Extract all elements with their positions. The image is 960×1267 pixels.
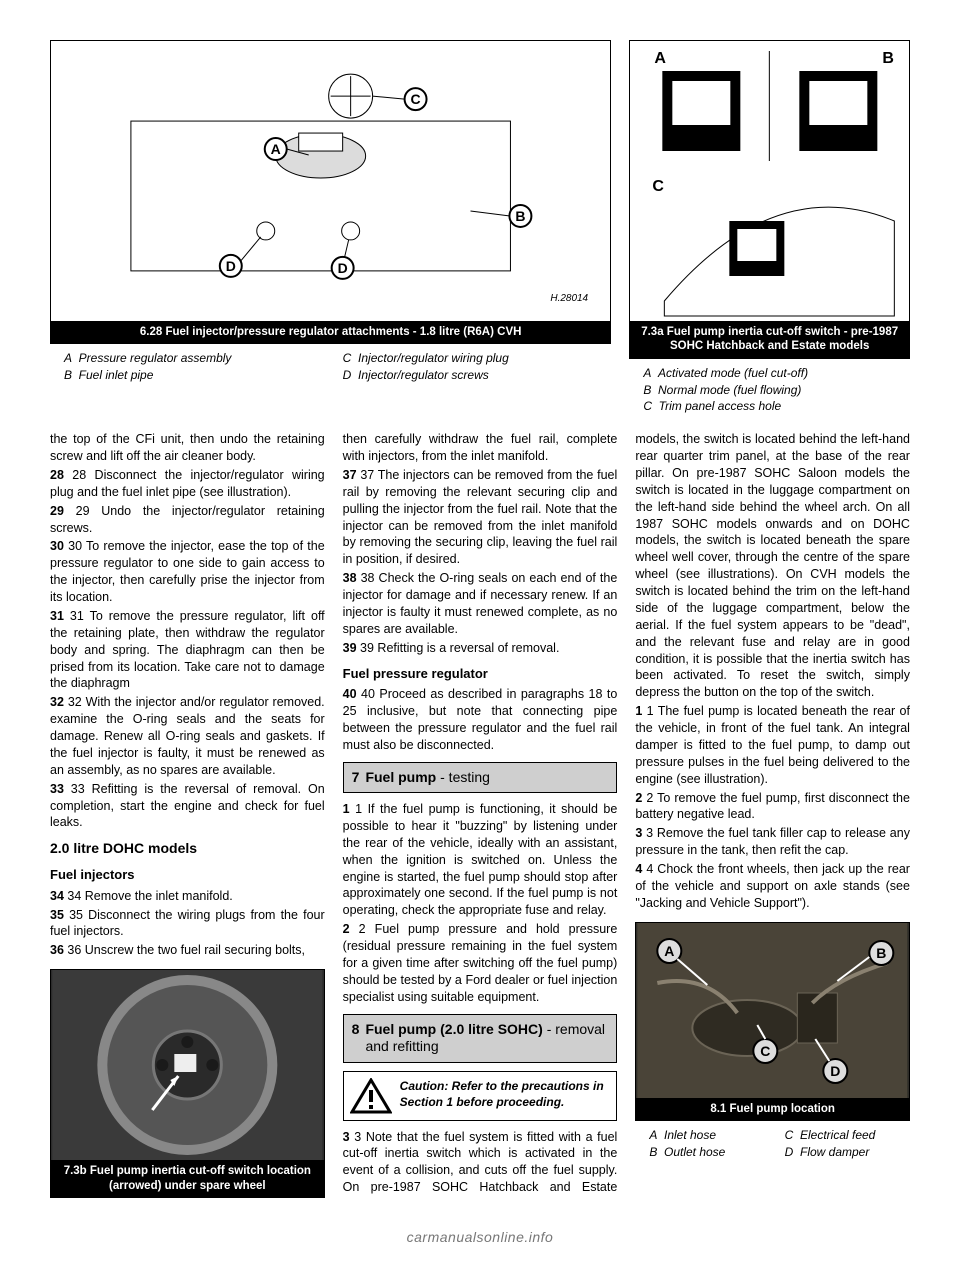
paragraph-text: 32 With the injector and/or regulator re… xyxy=(50,695,325,777)
paragraph: 3 3 Remove the fuel tank filler cap to r… xyxy=(635,825,910,859)
paragraph-text: 1 If the fuel pump is functioning, it sh… xyxy=(343,802,618,917)
legend-text: Trim panel access hole xyxy=(659,399,782,413)
diagram-7-3a: A B C xyxy=(630,41,909,321)
paragraph: 1 1 The fuel pump is located beneath the… xyxy=(635,703,910,787)
paragraph-text: 30 To remove the injector, ease the top … xyxy=(50,539,325,604)
paragraph-text: 40 Proceed as described in paragraphs 18… xyxy=(343,687,618,752)
section-7-heading: 7 Fuel pump - testing xyxy=(343,762,618,794)
caution-box: Caution: Refer to the precautions in Sec… xyxy=(343,1071,618,1121)
figure-73b-block: 7.3b Fuel pump inertia cut-off switch lo… xyxy=(50,969,325,1198)
paragraph-text: 2 Fuel pump pressure and hold pressure (… xyxy=(343,922,618,1004)
legend-text: Injector/regulator wiring plug xyxy=(358,351,509,365)
paragraph: 39 39 Refitting is a reversal of removal… xyxy=(343,640,618,657)
legend-text: Inlet hose xyxy=(664,1128,716,1142)
paragraph: 37 37 The injectors can be removed from … xyxy=(343,467,618,568)
paragraph-text: 38 Check the O-ring seals on each end of… xyxy=(343,571,618,636)
legend-text: Normal mode (fuel flowing) xyxy=(658,383,801,397)
legend-text: Activated mode (fuel cut-off) xyxy=(658,366,808,380)
figure-628-block: A B C D D H.28014 6.28 Fuel injector/pre… xyxy=(50,40,611,390)
paragraph: 36 36 Unscrew the two fuel rail securing… xyxy=(50,942,325,959)
paragraph-text: 1 The fuel pump is located beneath the r… xyxy=(635,704,910,786)
figure-81-legend: A Inlet hose B Outlet hose C Electrical … xyxy=(635,1121,910,1167)
photo-7-3b xyxy=(51,970,324,1160)
section-8-heading: 8 Fuel pump (2.0 litre SOHC) - removal a… xyxy=(343,1014,618,1063)
svg-text:A: A xyxy=(665,943,675,959)
legend-text: Injector/regulator screws xyxy=(358,368,489,382)
paragraph: 30 30 To remove the injector, ease the t… xyxy=(50,538,325,606)
body-columns: the top of the CFi unit, then undo the r… xyxy=(50,431,910,1198)
figure-73a-legend: A Activated mode (fuel cut-off) B Normal… xyxy=(629,359,910,421)
legend-text: Pressure regulator assembly xyxy=(79,351,232,365)
svg-text:D: D xyxy=(831,1063,841,1079)
paragraph-text: 28 Disconnect the injector/regulator wir… xyxy=(50,468,325,499)
paragraph: 40 40 Proceed as described in paragraphs… xyxy=(343,686,618,754)
svg-text:A: A xyxy=(655,50,667,67)
paragraph: then carefully withdraw the fuel rail, c… xyxy=(343,431,618,465)
paragraph-text: 31 To remove the pressure regulator, lif… xyxy=(50,609,325,691)
paragraph: 32 32 With the injector and/or regulator… xyxy=(50,694,325,778)
paragraph: the top of the CFi unit, then undo the r… xyxy=(50,431,325,465)
diagram-6-28: A B C D D H.28014 xyxy=(51,41,610,321)
paragraph-text: 36 Unscrew the two fuel rail securing bo… xyxy=(67,943,305,957)
paragraph: 33 33 Refitting is the reversal of remov… xyxy=(50,781,325,832)
caution-text: Caution: Refer to the precautions in Sec… xyxy=(400,1078,611,1110)
paragraph-text: 34 Remove the inlet manifold. xyxy=(67,889,232,903)
subheading: 2.0 litre DOHC models xyxy=(50,839,325,858)
section-title: Fuel pump (2.0 litre SOHC) xyxy=(365,1021,542,1037)
legend-text: Electrical feed xyxy=(800,1128,875,1142)
paragraph: 4 4 Chock the front wheels, then jack up… xyxy=(635,861,910,912)
paragraph-text: 29 Undo the injector/regulator retaining… xyxy=(50,504,325,535)
figure-73b-caption: 7.3b Fuel pump inertia cut-off switch lo… xyxy=(51,1160,324,1197)
paragraph: 28 28 Disconnect the injector/regulator … xyxy=(50,467,325,501)
svg-text:C: C xyxy=(411,91,421,107)
subheading: Fuel injectors xyxy=(50,866,325,884)
section-number: 8 xyxy=(352,1021,360,1039)
section-title: Fuel pump xyxy=(365,769,436,785)
paragraph-text: 4 Chock the front wheels, then jack up t… xyxy=(635,862,910,910)
svg-text:C: C xyxy=(653,178,665,195)
paragraph-text: 2 To remove the fuel pump, first disconn… xyxy=(635,791,910,822)
svg-text:H.28014: H.28014 xyxy=(550,293,588,304)
paragraph-text: 37 The injectors can be removed from the… xyxy=(343,468,618,566)
section-subtitle: - testing xyxy=(436,769,490,785)
figure-628-caption: 6.28 Fuel injector/pressure regulator at… xyxy=(51,321,610,343)
svg-text:B: B xyxy=(877,945,887,961)
subheading: Fuel pressure regulator xyxy=(343,665,618,683)
svg-text:D: D xyxy=(338,260,348,276)
top-figure-row: A B C D D H.28014 6.28 Fuel injector/pre… xyxy=(50,40,910,421)
svg-text:B: B xyxy=(515,208,525,224)
figure-628-legend: A Pressure regulator assembly B Fuel inl… xyxy=(50,344,611,390)
legend-text: Outlet hose xyxy=(664,1145,725,1159)
svg-text:C: C xyxy=(761,1043,771,1059)
svg-text:D: D xyxy=(226,258,236,274)
paragraph-text: 35 Disconnect the wiring plugs from the … xyxy=(50,908,325,939)
paragraph: 38 38 Check the O-ring seals on each end… xyxy=(343,570,618,638)
legend-text: Fuel inlet pipe xyxy=(79,368,154,382)
figure-73a-block: A B C xyxy=(629,40,910,421)
page: A B C D D H.28014 6.28 Fuel injector/pre… xyxy=(0,0,960,1267)
warning-triangle-icon xyxy=(350,1078,392,1114)
svg-text:B: B xyxy=(883,50,895,67)
figure-73a-caption: 7.3a Fuel pump inertia cut-off switch - … xyxy=(630,321,909,358)
paragraph-text: 33 Refitting is the reversal of removal.… xyxy=(50,782,325,830)
paragraph: 29 29 Undo the injector/regulator retain… xyxy=(50,503,325,537)
paragraph: 31 31 To remove the pressure regulator, … xyxy=(50,608,325,692)
watermark: carmanualsonline.info xyxy=(50,1228,910,1247)
paragraph: 2 2 Fuel pump pressure and hold pressure… xyxy=(343,921,618,1005)
paragraph: 35 35 Disconnect the wiring plugs from t… xyxy=(50,907,325,941)
section-number: 7 xyxy=(352,769,360,787)
svg-text:A: A xyxy=(271,141,281,157)
paragraph-text: 39 Refitting is a reversal of removal. xyxy=(360,641,559,655)
photo-8-1: A B C D xyxy=(636,923,909,1098)
legend-text: Flow damper xyxy=(800,1145,869,1159)
paragraph-text: 3 Remove the fuel tank filler cap to rel… xyxy=(635,826,910,857)
figure-81-caption: 8.1 Fuel pump location xyxy=(636,1098,909,1120)
paragraph: 1 1 If the fuel pump is functioning, it … xyxy=(343,801,618,919)
figure-81-block: A B C D 8.1 Fuel pump location A Inlet h… xyxy=(635,922,910,1167)
paragraph: 34 34 Remove the inlet manifold. xyxy=(50,888,325,905)
paragraph: 2 2 To remove the fuel pump, first disco… xyxy=(635,790,910,824)
